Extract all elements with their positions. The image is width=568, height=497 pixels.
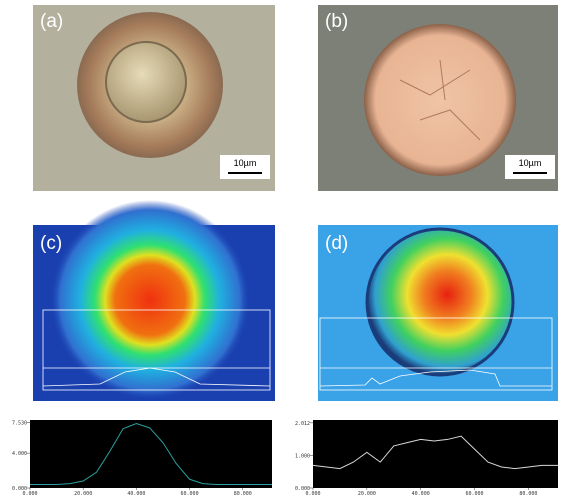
x-tick-label: 0.000 [305, 491, 320, 497]
x-tick-label: 80.000 [234, 491, 252, 497]
x-tick-label: 0.000 [22, 491, 37, 497]
panel-c: (c) [33, 200, 275, 401]
y-tick-label: 7.530 [12, 420, 27, 426]
y-tick-label: 4.000 [12, 451, 27, 457]
profile-plot [30, 420, 272, 488]
panel-d: (d) [318, 225, 558, 401]
x-tick-label: 40.000 [412, 491, 430, 497]
x-tick-label: 20.000 [358, 491, 376, 497]
panel-label: (c) [40, 233, 62, 254]
x-tick-label: 80.000 [519, 491, 537, 497]
profile-plot [313, 420, 558, 488]
scale-bar-label: 10µm [234, 158, 257, 168]
scale-bar-label: 10µm [519, 158, 542, 168]
x-tick-label: 40.000 [127, 491, 145, 497]
x-tick-label: 60.000 [466, 491, 484, 497]
y-tick-label: 1.000 [295, 454, 310, 460]
panel-b: 10µm (b) [318, 5, 558, 191]
x-tick-label: 20.000 [74, 491, 92, 497]
panel-a: 10µm (a) [33, 5, 275, 191]
y-tick-label: 2.012 [295, 421, 310, 427]
panel-label: (b) [325, 11, 348, 32]
figure: 10µm (a) 10µm (b) (c) (d) 0.000 4.000 7.53… [0, 0, 568, 497]
x-tick-label: 60.000 [181, 491, 199, 497]
panel-label: (a) [40, 11, 63, 32]
panel-label: (d) [325, 233, 348, 254]
